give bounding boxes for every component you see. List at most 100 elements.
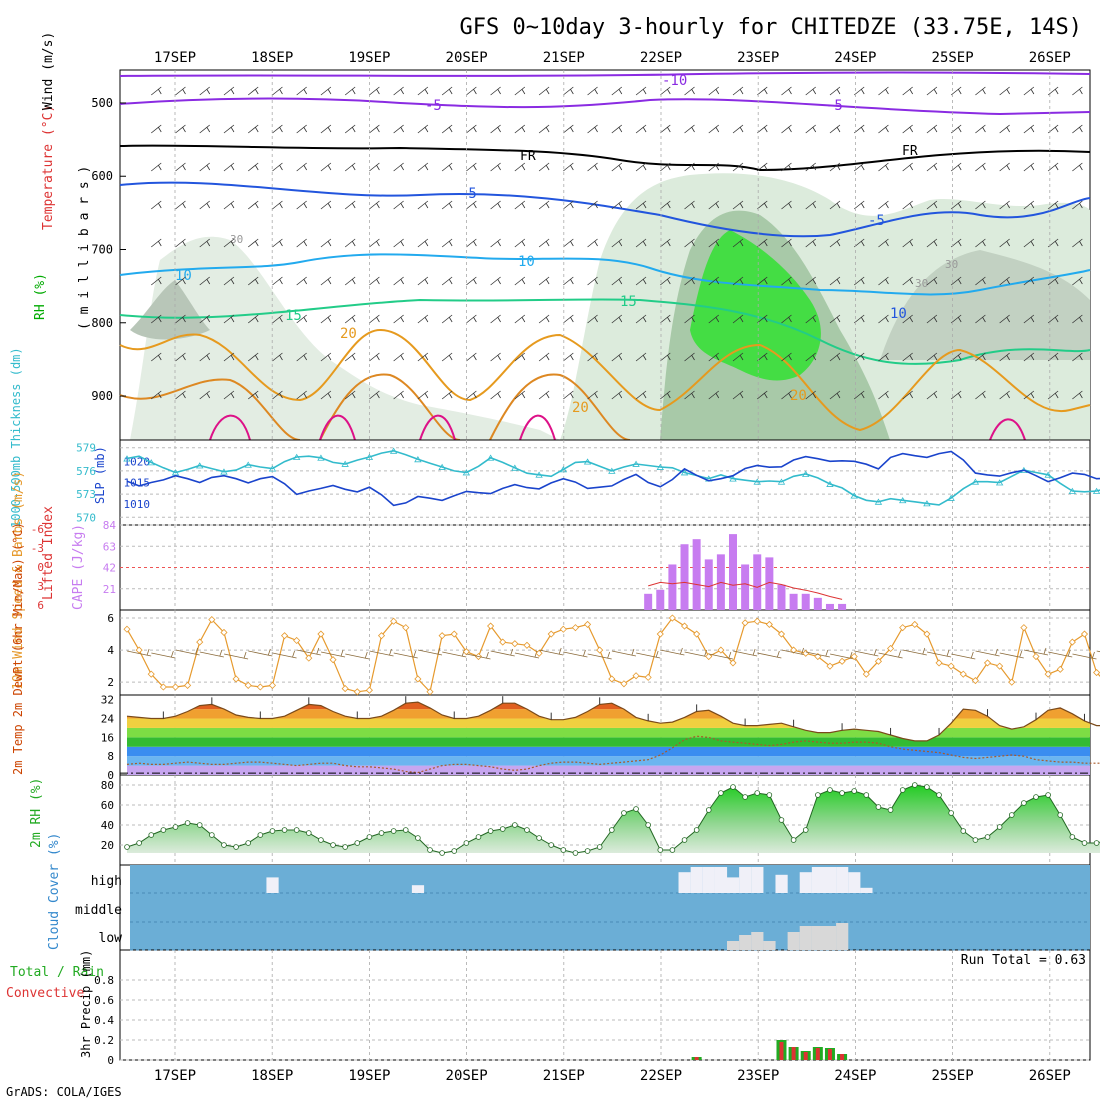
wind-barb (1072, 200, 1083, 210)
wind-barb (441, 390, 453, 400)
wind-speed-point (935, 659, 943, 667)
temp-tick-label: 16 (101, 731, 114, 744)
cape-bar (765, 557, 774, 610)
wind-barb (296, 124, 308, 134)
wind-barb (538, 314, 550, 324)
wind-barb (1047, 314, 1059, 324)
wind-speed-point (753, 617, 761, 625)
wind-speed-point (280, 632, 289, 640)
rh2m-point (269, 828, 276, 834)
date-label-bottom: 17SEP (154, 1068, 196, 1084)
wind-barb (441, 124, 453, 134)
cloud-low-bar (823, 926, 837, 950)
wind-barb (902, 276, 914, 286)
wind10m-barb (320, 649, 346, 658)
temp-band (127, 756, 1090, 766)
wind-barb (272, 162, 283, 172)
wind-barb (150, 276, 162, 286)
wind-barb (369, 238, 380, 248)
wind-barb (296, 162, 308, 172)
wind10m-barb (563, 649, 588, 658)
wind-barb (393, 352, 404, 362)
cloud-low-bar (811, 926, 825, 950)
wind-barb (611, 238, 623, 248)
wind-barb (417, 276, 429, 286)
cape-bar (704, 559, 713, 610)
thickness-point (802, 470, 810, 477)
wind-barb (950, 200, 962, 210)
wind-barb (1072, 314, 1083, 324)
isotherm-20 (119, 328, 1091, 432)
cape-li-panel: Lifted Index CAPE (J/kg) (41, 506, 1091, 611)
footer-credit: GrADS: COLA/IGES (6, 1085, 122, 1099)
wind-speed-point (874, 657, 883, 665)
wind-speed-point (705, 652, 713, 661)
wind-speed-point (523, 641, 531, 649)
rh-tick-label: 60 (101, 799, 114, 812)
wind-barb (563, 276, 574, 286)
wind-barb (1023, 238, 1035, 248)
wind-barb (344, 238, 356, 248)
contour-label: FR (520, 149, 536, 164)
wind-barb (635, 276, 647, 286)
wind-barb (805, 238, 817, 248)
wind10m-barb (684, 649, 709, 658)
wind-speed-point (256, 683, 264, 691)
pressure-axis-label: ( m i l l i b a r s ) (77, 166, 92, 330)
rh2m-point (669, 847, 676, 853)
rh2m-point (487, 828, 494, 834)
wind-speed-point (1044, 670, 1052, 678)
wind-barb (805, 200, 817, 210)
wind-barb (878, 390, 889, 400)
wind-speed-point (511, 640, 519, 648)
wind-barb (708, 352, 720, 362)
rh2m-point (802, 827, 809, 833)
wind-barb (1072, 276, 1083, 286)
rh2m-point (184, 820, 191, 826)
slp-axis-label: SLP (mb) (93, 446, 107, 504)
rh2m-point (645, 822, 651, 828)
wind-barb (684, 352, 695, 362)
contour-label: 20 (572, 400, 589, 416)
thickness-point (535, 471, 543, 478)
wind-barb (175, 238, 186, 248)
rh2m-point (754, 790, 761, 796)
thickness-point (608, 467, 616, 474)
wind-speed-point (244, 681, 252, 689)
wind-barb (296, 276, 308, 286)
thickness-point (826, 480, 834, 487)
rh-shade-left (130, 280, 210, 340)
thickness-point (414, 456, 422, 463)
wind10m-barb (393, 650, 418, 659)
contour-label: FR (902, 144, 918, 159)
wind-barb (247, 276, 259, 286)
wind-barb (417, 124, 429, 134)
wind-barb (587, 352, 598, 362)
wind-barb (441, 352, 453, 362)
wind-barb (514, 352, 526, 362)
cape-bar (801, 593, 810, 610)
wind-barb (732, 352, 744, 362)
wind-speed-point (668, 614, 676, 622)
wind-barb (732, 162, 744, 172)
rh2m-point (499, 826, 506, 832)
wind-barb (635, 86, 647, 96)
rh2m-point (463, 840, 470, 846)
precip-convective-bar (791, 1047, 796, 1060)
wind-barb (514, 86, 526, 96)
chart-marks: 57957657357010201015101084634221-6-30366… (31, 70, 1100, 1067)
precip-convective-bar (803, 1052, 808, 1060)
temp-tick-label: 32 (101, 694, 114, 707)
thickness-point (244, 461, 252, 468)
wind-speed-point (365, 686, 373, 694)
wind-barb (272, 352, 283, 362)
rh2m-point (705, 807, 712, 813)
wind-barb (563, 200, 574, 210)
cloud-low-bar (763, 941, 776, 950)
wind-barb (514, 276, 526, 286)
wind-barb (878, 352, 889, 362)
cape-axis-label: CAPE (J/kg) (71, 524, 86, 610)
wind10m-barb (611, 648, 637, 657)
wind-barb (926, 390, 938, 400)
